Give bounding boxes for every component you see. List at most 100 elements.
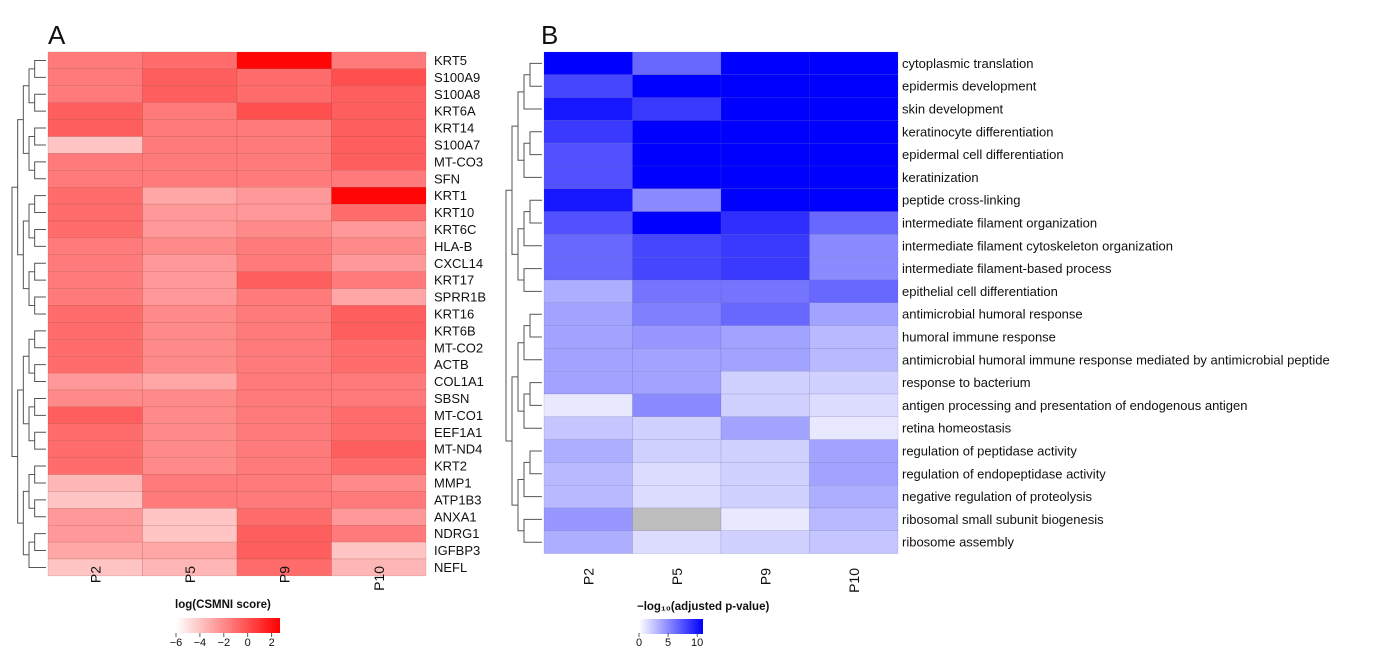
heatmap-cell [809,439,899,463]
heatmap-cell [331,389,427,408]
row-label: MT-ND4 [434,442,482,457]
dendrogram-branch [28,203,35,239]
heatmap-cell [543,165,633,189]
row-label: S100A8 [434,87,480,102]
dendrogram-branch [22,355,29,425]
heatmap-cell [543,302,633,326]
heatmap-cell [142,51,238,70]
heatmap-cell [720,234,810,258]
heatmap-cell [236,170,332,188]
heatmap-cell [543,416,633,440]
dendrogram-branch [22,490,29,556]
heatmap-cell [142,254,238,272]
heatmap-cell [543,211,633,235]
row-label: SPRR1B [434,290,486,305]
heatmap-b-column-labels: P2 P5 P9 P10 [580,568,862,593]
row-label: MT-CO1 [434,408,483,423]
heatmap-cell [142,491,238,509]
heatmap-cell [331,203,427,222]
heatmap-cell [720,51,810,75]
dendrogram-branch [34,397,46,416]
heatmap-cell [142,423,238,441]
row-label: KRT2 [434,459,467,474]
heatmap-cell [331,187,427,205]
heatmap-cell [236,271,332,289]
row-label: antigen processing and presentation of e… [902,398,1248,413]
heatmap-cell [632,485,722,509]
heatmap-cell [720,211,810,235]
row-label: KRT6B [434,323,476,338]
heatmap-cell [142,153,238,171]
heatmap-cell [543,257,633,281]
heatmap-cell [142,457,238,475]
heatmap-cell [142,187,238,205]
heatmap-cell [543,325,633,349]
heatmap-cell [47,170,143,188]
dendrogram-branch [34,161,46,180]
heatmap-cell [632,74,722,98]
row-label: ATP1B3 [434,492,481,507]
dendrogram-branch [517,479,524,532]
heatmap-cell [809,165,899,189]
column-label: P10 [846,568,862,593]
heatmap-cell [142,203,238,222]
heatmap-cell [720,165,810,189]
heatmap-cell [142,339,238,357]
dendrogram-branch [529,313,542,338]
dendrogram-branch [17,389,24,524]
heatmap-cell [809,393,899,417]
heatmap-cell [720,188,810,212]
heatmap-cell [632,371,722,395]
row-dendrogram-a [11,59,46,568]
dendrogram-branch [505,189,512,442]
legend-tick-label: 10 [691,637,703,649]
heatmap-cell [331,153,427,171]
heatmap-cell [236,220,332,239]
dendrogram-branch [22,220,29,290]
dendrogram-branch [28,136,35,171]
row-label: SBSN [434,391,469,406]
heatmap-cell [236,474,332,492]
heatmap-cell [809,507,899,531]
heatmap-cell [632,507,722,531]
row-label: humoral immune response [902,330,1056,345]
heatmap-cell [632,211,722,235]
dendrogram-branch [34,330,46,349]
heatmap-cell [142,85,238,103]
heatmap-cell [632,51,722,75]
heatmap-cell [543,51,633,75]
heatmap-cell [720,279,810,303]
row-label: epidermal cell differentiation [902,147,1064,162]
legend-tick-label: −2 [218,637,231,649]
heatmap-cell [543,234,633,258]
heatmap-cell [47,119,143,137]
heatmap-cell [236,51,332,70]
heatmap-cell [331,525,427,543]
heatmap-cell [543,439,633,463]
heatmap-cell [47,136,143,154]
heatmap-cell [543,188,633,212]
row-label: antimicrobial humoral immune response me… [902,352,1330,367]
heatmap-cell [236,457,332,475]
row-label: MT-CO2 [434,340,483,355]
heatmap-cell [236,119,332,137]
heatmap-cell [47,102,143,120]
heatmap-cell [236,440,332,458]
row-label: retina homeostasis [902,421,1012,436]
row-label: KRT6C [434,222,476,237]
heatmap-cell [720,371,810,395]
heatmap-cell [720,302,810,326]
column-label: P9 [757,568,773,585]
heatmap-cell [142,220,238,239]
heatmap-cell [543,279,633,303]
heatmap-cell [142,68,238,86]
dendrogram-branch [529,199,542,224]
heatmap-cell [142,305,238,323]
heatmap-cell [632,257,722,281]
heatmap-cell [331,119,427,137]
heatmap-cell [236,68,332,86]
heatmap-cell [236,525,332,543]
heatmap-cell [809,462,899,486]
